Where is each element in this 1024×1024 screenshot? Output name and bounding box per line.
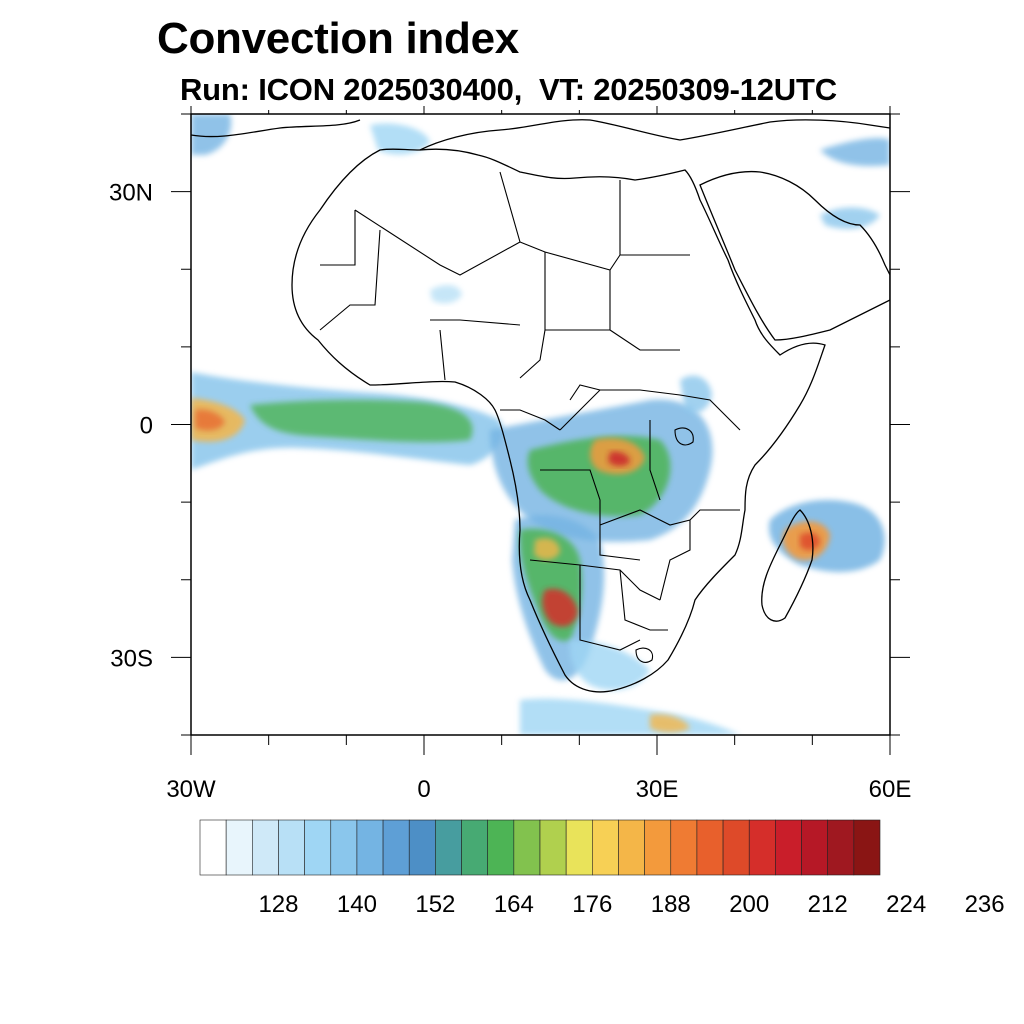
lesotho-border xyxy=(635,647,654,663)
colorbar-swatch xyxy=(618,819,645,876)
lon-tick-label: 0 xyxy=(417,776,430,803)
colorbar-label: 236 xyxy=(965,891,1005,918)
field-northwest-corner xyxy=(191,114,232,155)
field-sahel-patch xyxy=(430,285,462,304)
colorbar-swatch xyxy=(644,819,672,876)
convection-field xyxy=(191,114,890,735)
colorbar-swatch xyxy=(435,819,462,876)
colorbar-label: 224 xyxy=(886,891,926,918)
colorbar-swatch xyxy=(801,819,828,876)
colorbar-swatch xyxy=(330,819,358,876)
field-angola-hot xyxy=(534,538,560,560)
madagascar-coastline xyxy=(761,509,814,622)
field-north-mediterranean xyxy=(370,123,430,155)
colorbar-label: 188 xyxy=(651,891,691,918)
colorbar-swatch xyxy=(461,819,488,876)
europe-coastline xyxy=(191,119,890,151)
colorbar-swatch xyxy=(252,819,279,876)
africa-coastline xyxy=(291,148,826,693)
field-east-africa xyxy=(680,375,712,414)
colorbar-swatch xyxy=(748,819,776,876)
axis-ticks: 30N 0 30S 30W 0 30E 60E xyxy=(109,106,911,803)
colorbar-label: 164 xyxy=(494,891,534,918)
chart-subtitle: Run: ICON 2025030400, VT: 20250309-12UTC xyxy=(180,72,837,107)
lon-tick-label: 30W xyxy=(166,776,216,803)
colorbar-swatch xyxy=(304,819,332,876)
colorbar-label: 212 xyxy=(808,891,848,918)
lon-tick-label: 30E xyxy=(636,776,679,803)
colorbar-swatch xyxy=(408,819,436,876)
colorbar-swatch xyxy=(827,819,855,876)
field-central-red xyxy=(608,451,630,467)
colorbar: 128 140 152 164 176 188 200 212 224 236 xyxy=(199,819,1005,918)
lat-tick-label: 30S xyxy=(110,645,153,672)
field-madagascar-core xyxy=(800,532,820,551)
chart-title: Convection index xyxy=(157,14,519,63)
colorbar-swatch xyxy=(539,819,567,876)
field-northeast-corner xyxy=(820,138,890,167)
colorbar-swatch xyxy=(199,819,227,876)
field-atlantic-red xyxy=(195,409,225,431)
colorbar-swatch xyxy=(775,819,802,876)
colorbar-swatch xyxy=(592,819,619,876)
field-persian-gulf xyxy=(820,207,880,229)
lon-tick-label: 60E xyxy=(869,776,912,803)
colorbar-swatch xyxy=(565,819,593,876)
colorbar-swatch xyxy=(356,819,384,876)
field-southern-ocean-hot xyxy=(650,714,690,733)
lake-victoria xyxy=(674,427,694,446)
border-lines xyxy=(319,171,741,651)
colorbar-label: 176 xyxy=(572,891,612,918)
colorbar-label: 128 xyxy=(258,891,298,918)
colorbar-swatch xyxy=(487,819,515,876)
colorbar-swatch xyxy=(696,819,724,876)
field-south-africa xyxy=(569,640,650,690)
colorbar-swatch xyxy=(853,819,881,876)
field-southwest-red xyxy=(542,588,578,627)
colorbar-swatch xyxy=(382,819,410,876)
colorbar-label: 140 xyxy=(337,891,377,918)
field-atlantic-core xyxy=(250,399,473,443)
country-borders xyxy=(319,171,741,663)
colorbar-label: 152 xyxy=(415,891,455,918)
colorbar-label: 200 xyxy=(729,891,769,918)
colorbar-swatch xyxy=(722,819,750,876)
lat-tick-label: 0 xyxy=(140,413,153,440)
colorbar-swatch xyxy=(513,819,541,876)
colorbar-swatch xyxy=(278,819,305,876)
colorbar-swatch xyxy=(670,819,698,876)
lat-tick-label: 30N xyxy=(109,180,153,207)
colorbar-swatch xyxy=(225,819,253,876)
